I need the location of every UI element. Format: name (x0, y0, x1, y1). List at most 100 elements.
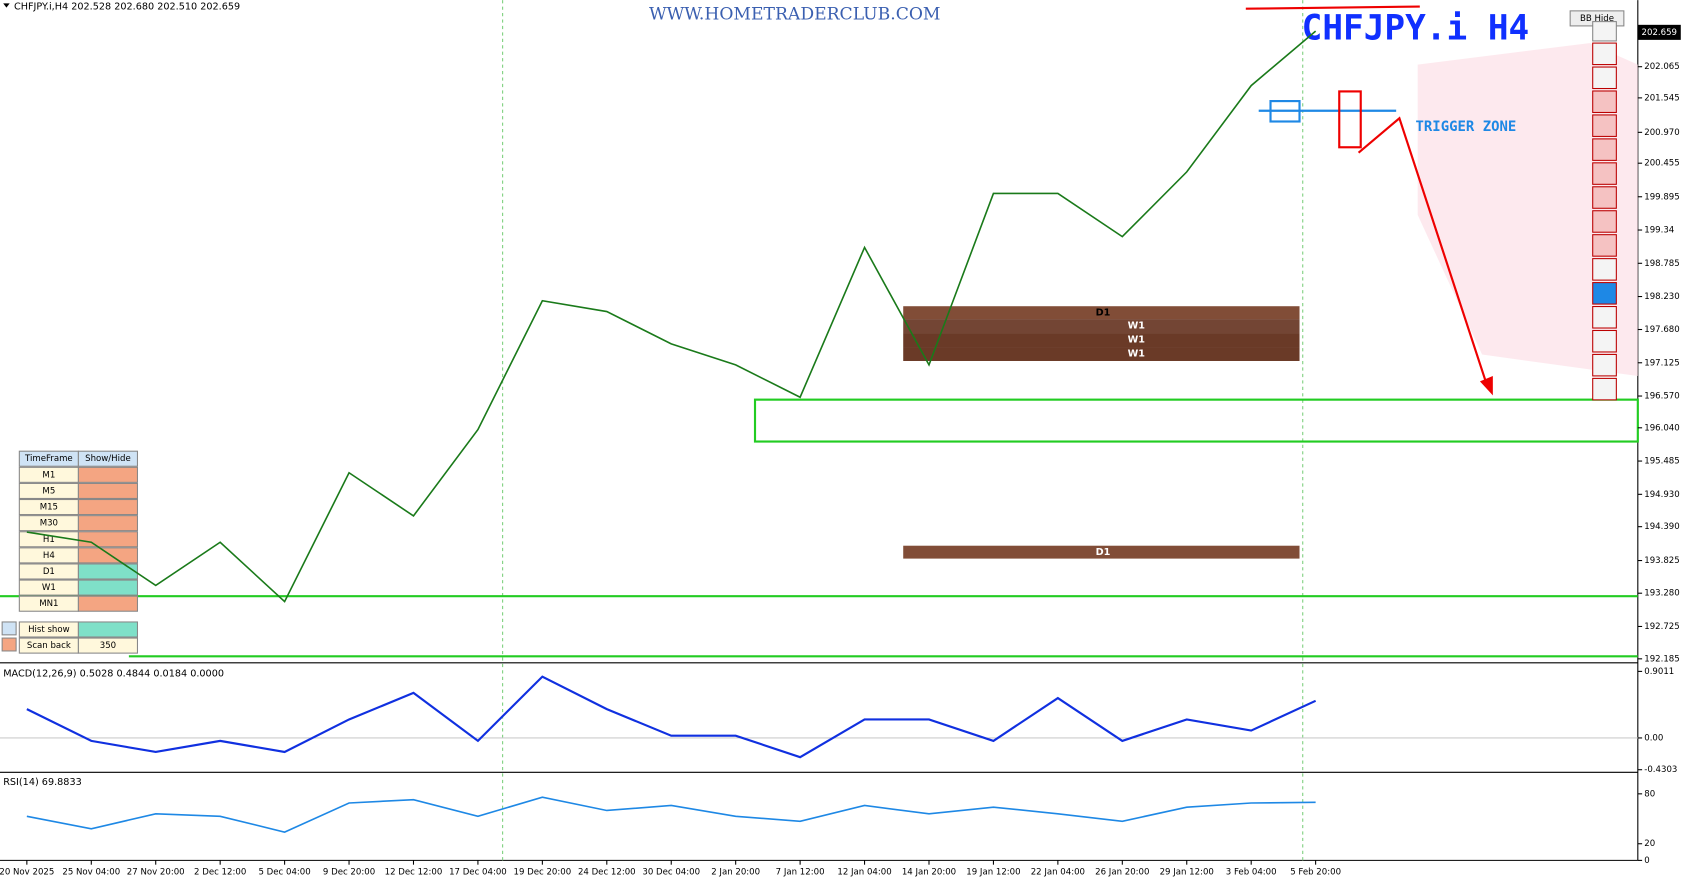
x-tick-label: 5 Feb 20:00 (1290, 868, 1341, 878)
y-tick-label: 196.040 (1644, 423, 1679, 433)
timeframe-panel: TimeFrame Show/Hide M1 M5 M15 M30 H1 H4 D1 W1 MN1 H… (1, 450, 139, 654)
tf-cell[interactable] (77, 547, 139, 564)
y-tick-label: 194.930 (1644, 490, 1679, 500)
tf-label[interactable]: H1 (43, 535, 55, 545)
y-tick-label: 193.825 (1644, 556, 1679, 566)
trigger-candle (1338, 90, 1362, 149)
tool-button[interactable] (1592, 210, 1617, 233)
zone-w1 (903, 333, 1300, 348)
tool-button[interactable] (1592, 306, 1617, 329)
tool-button[interactable] (1592, 42, 1617, 66)
zone-label: W1 (1128, 348, 1146, 359)
tool-button[interactable] (1592, 114, 1617, 137)
x-tick-label: 2 Jan 20:00 (711, 868, 760, 878)
x-tick-label: 2 Dec 12:00 (194, 868, 246, 878)
y-tick-label: 197.125 (1644, 358, 1679, 368)
y-tick-label: 20 (1644, 839, 1655, 849)
tf-cell[interactable] (77, 579, 139, 596)
zone-w1 (903, 319, 1300, 334)
x-tick-label: 7 Jan 12:00 (776, 868, 825, 878)
y-tick-label: 199.895 (1644, 192, 1679, 202)
x-tick-label: 27 Nov 20:00 (127, 868, 185, 878)
x-tick-label: 26 Jan 20:00 (1095, 868, 1149, 878)
current-price-box (1637, 24, 1681, 40)
y-tick-label: 197.680 (1644, 325, 1679, 335)
arrow-head (1479, 376, 1493, 396)
tf-cell[interactable] (77, 563, 139, 580)
watermark: WWW.HOMETRADERCLUB.COM (649, 5, 941, 25)
tool-button[interactable] (1592, 258, 1617, 281)
tf-cell[interactable] (77, 515, 139, 532)
tf-label[interactable]: MN1 (39, 599, 58, 609)
tool-button[interactable] (1592, 90, 1617, 114)
y-tick-label: 198.785 (1644, 259, 1679, 269)
tf-label[interactable]: M15 (40, 503, 58, 513)
tf-label[interactable]: W1 (42, 583, 56, 593)
tf-cell (77, 450, 139, 467)
tool-button[interactable] (1592, 162, 1617, 185)
tool-button[interactable] (1592, 234, 1617, 257)
tool-button[interactable] (1592, 66, 1617, 90)
tf-label[interactable]: Scan back (27, 641, 71, 651)
x-tick-label: 19 Jan 12:00 (966, 868, 1020, 878)
y-tick-label: 193.280 (1644, 589, 1679, 599)
close-button[interactable] (1592, 21, 1617, 42)
tool-button[interactable] (1592, 186, 1617, 209)
tf-label[interactable]: 350 (100, 641, 116, 651)
y-tick-label: 200.455 (1644, 159, 1679, 169)
series-line (26, 796, 1316, 833)
projection-arrow (1357, 116, 1489, 388)
symbol-info: CHFJPY.i,H4 202.528 202.680 202.510 202.… (14, 2, 240, 13)
tf-cell[interactable] (77, 531, 139, 548)
x-tick-label: 12 Jan 04:00 (837, 868, 891, 878)
tf-label[interactable]: M30 (40, 519, 58, 529)
x-tick-label: 25 Nov 04:00 (62, 868, 120, 878)
tf-cell[interactable] (77, 595, 139, 612)
tool-button[interactable] (1592, 353, 1617, 377)
tf-cell[interactable] (77, 637, 139, 654)
x-tick-label: 3 Feb 04:00 (1226, 868, 1277, 878)
trigger-label: TRIGGER ZONE (1416, 119, 1517, 135)
y-tick-label: 195.485 (1644, 457, 1679, 467)
y-tick-label: 198.230 (1644, 292, 1679, 302)
trigger-box (1269, 100, 1301, 123)
tf-label[interactable]: M5 (42, 486, 55, 496)
tool-button[interactable] (1592, 377, 1617, 401)
tf-cell[interactable] (77, 482, 139, 499)
series-line (26, 675, 1317, 759)
tf-label: TimeFrame (24, 454, 73, 464)
tf-label[interactable]: D1 (43, 567, 55, 577)
tf-label[interactable]: M1 (42, 470, 55, 480)
tool-button[interactable] (1592, 329, 1617, 353)
x-tick-label: 14 Jan 20:00 (902, 868, 956, 878)
x-tick-label: 5 Dec 04:00 (258, 868, 310, 878)
x-tick-label: 9 Dec 20:00 (323, 868, 375, 878)
toolbar (1592, 21, 1617, 401)
menu-triangle[interactable] (3, 3, 10, 8)
x-tick-label: 12 Dec 12:00 (385, 868, 443, 878)
current-price: 202.659 (1642, 28, 1677, 38)
tf-label[interactable]: Hist show (28, 625, 70, 635)
tool-button[interactable] (1592, 138, 1617, 161)
tf-cell[interactable] (77, 621, 139, 638)
y-tick-label: 201.545 (1644, 93, 1679, 103)
tool-button[interactable] (1592, 282, 1617, 305)
zone-label: D1 (1096, 308, 1111, 319)
big-title: CHFJPY.i H4 (1302, 9, 1530, 49)
panel-title: RSI(14) 69.8833 (3, 777, 82, 788)
panel-title: MACD(12,26,9) 0.5028 0.4844 0.0184 0.000… (3, 669, 224, 680)
y-tick-label: 0 (1644, 856, 1649, 866)
volume-profile (1417, 43, 1638, 377)
zone-d1 (903, 545, 1300, 559)
x-tick-label: 29 Jan 12:00 (1160, 868, 1214, 878)
y-tick-label: 80 (1644, 789, 1655, 799)
tf-icon[interactable] (1, 637, 17, 652)
bb-hide-label[interactable]: BB Hide (1580, 14, 1614, 24)
y-tick-label: 202.065 (1644, 62, 1679, 72)
tf-label[interactable]: H4 (43, 551, 55, 561)
y-tick-label: 0.00 (1644, 733, 1663, 743)
tf-cell[interactable] (77, 466, 139, 483)
tf-cell[interactable] (77, 498, 139, 516)
x-tick-label: 19 Dec 20:00 (514, 868, 572, 878)
tf-icon[interactable] (1, 621, 17, 636)
